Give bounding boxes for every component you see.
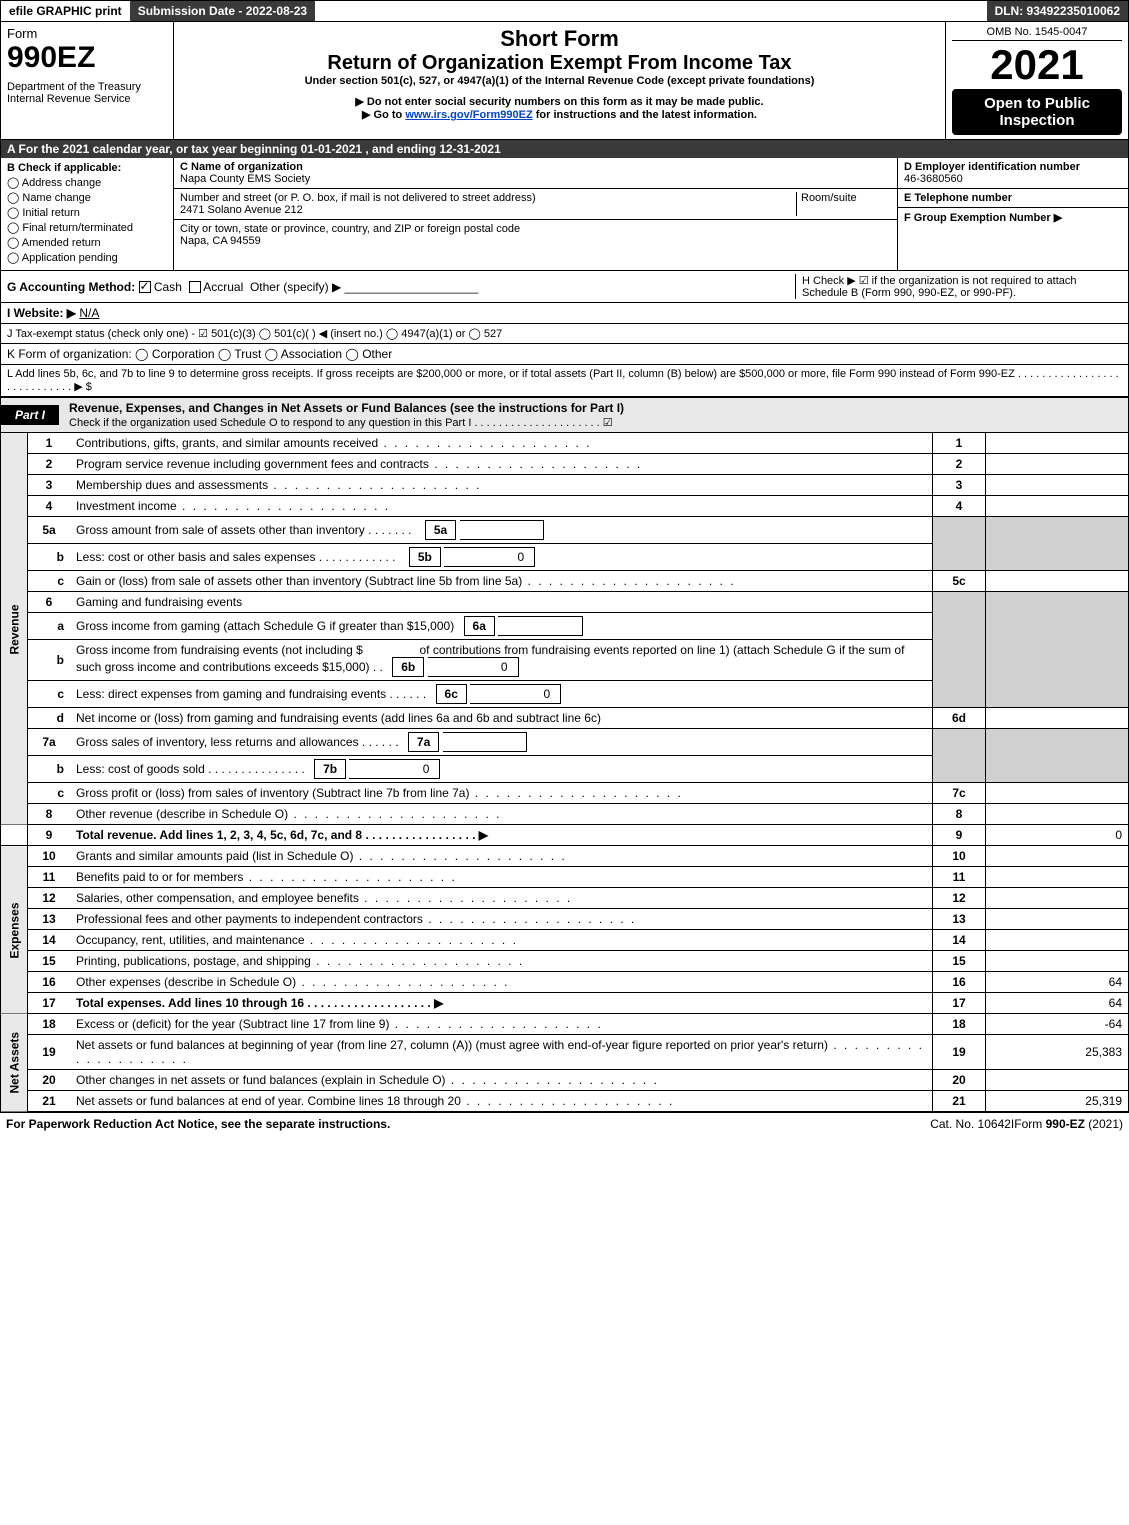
room-suite: Room/suite <box>796 192 891 216</box>
telephone-label: E Telephone number <box>904 192 1012 204</box>
row-l: L Add lines 5b, 6c, and 7b to line 9 to … <box>0 365 1129 397</box>
street-address: 2471 Solano Avenue 212 <box>180 204 303 216</box>
chk-accrual[interactable] <box>189 281 201 293</box>
netassets-table: Net Assets 18Excess or (deficit) for the… <box>0 1014 1129 1112</box>
top-bar: efile GRAPHIC print Submission Date - 20… <box>0 0 1129 22</box>
city-state-zip: Napa, CA 94559 <box>180 235 261 247</box>
footer: For Paperwork Reduction Act Notice, see … <box>0 1112 1129 1135</box>
under-section: Under section 501(c), 527, or 4947(a)(1)… <box>180 75 939 87</box>
chk-final-return[interactable]: ◯ Final return/terminated <box>7 221 167 234</box>
box-b: B Check if applicable: ◯ Address change … <box>1 158 174 270</box>
row-j: J Tax-exempt status (check only one) - ☑… <box>0 324 1129 344</box>
chk-cash[interactable] <box>139 281 151 293</box>
chk-initial-return[interactable]: ◯ Initial return <box>7 206 167 219</box>
val-19: 25,383 <box>986 1035 1129 1070</box>
row-g-h: G Accounting Method: Cash Accrual Other … <box>0 271 1129 303</box>
irs-label: Internal Revenue Service <box>7 93 167 105</box>
row-h: H Check ▶ ☑ if the organization is not r… <box>795 274 1122 299</box>
val-5b: 0 <box>444 547 535 567</box>
dept-label: Department of the Treasury <box>7 81 167 93</box>
val-6c: 0 <box>470 684 561 704</box>
paperwork-notice: For Paperwork Reduction Act Notice, see … <box>6 1117 930 1131</box>
form-header: Form 990EZ Department of the Treasury In… <box>0 22 1129 140</box>
chk-address-change[interactable]: ◯ Address change <box>7 176 167 189</box>
ein: 46-3680560 <box>904 173 963 185</box>
form-number: 990EZ <box>7 41 167 75</box>
chk-amended-return[interactable]: ◯ Amended return <box>7 236 167 249</box>
chk-name-change[interactable]: ◯ Name change <box>7 191 167 204</box>
dln: DLN: 93492235010062 <box>987 1 1128 21</box>
omb-number: OMB No. 1545-0047 <box>952 26 1122 41</box>
part1-header: Part I Revenue, Expenses, and Changes in… <box>0 397 1129 433</box>
val-16: 64 <box>986 972 1129 993</box>
section-a: A For the 2021 calendar year, or tax yea… <box>0 140 1129 158</box>
ssn-warning: ▶ Do not enter social security numbers o… <box>180 95 939 108</box>
info-grid: B Check if applicable: ◯ Address change … <box>0 158 1129 271</box>
irs-link[interactable]: www.irs.gov/Form990EZ <box>405 109 532 121</box>
row-i: I Website: ▶ N/A <box>0 303 1129 324</box>
val-21: 25,319 <box>986 1091 1129 1112</box>
revenue-label: Revenue <box>1 433 28 825</box>
expenses-label: Expenses <box>1 846 28 1014</box>
part1-check: Check if the organization used Schedule … <box>69 417 613 429</box>
open-inspection: Open to Public Inspection <box>952 89 1122 135</box>
efile-label[interactable]: efile GRAPHIC print <box>1 1 130 21</box>
box-d: D Employer identification number 46-3680… <box>898 158 1128 270</box>
chk-application-pending[interactable]: ◯ Application pending <box>7 251 167 264</box>
goto-line: ▶ Go to www.irs.gov/Form990EZ for instru… <box>180 108 939 121</box>
val-6b: 0 <box>428 657 519 677</box>
revenue-table: Revenue 1Contributions, gifts, grants, a… <box>0 433 1129 846</box>
submission-date: Submission Date - 2022-08-23 <box>130 1 315 21</box>
row-k: K Form of organization: ◯ Corporation ◯ … <box>0 344 1129 365</box>
val-17: 64 <box>986 993 1129 1014</box>
part1-tab: Part I <box>1 405 59 425</box>
website-value: N/A <box>79 306 99 320</box>
val-7b: 0 <box>349 759 440 779</box>
expenses-table: Expenses 10Grants and similar amounts pa… <box>0 846 1129 1014</box>
return-title: Return of Organization Exempt From Incom… <box>180 52 939 75</box>
form-word: Form <box>7 26 167 41</box>
val-9: 0 <box>986 825 1129 846</box>
val-18: -64 <box>986 1014 1129 1035</box>
form-ref: Form 990-EZ (2021) <box>1014 1117 1123 1131</box>
org-name: Napa County EMS Society <box>180 173 310 185</box>
box-c: C Name of organization Napa County EMS S… <box>174 158 898 270</box>
short-form-title: Short Form <box>180 26 939 52</box>
group-exemption-label: F Group Exemption Number ▶ <box>904 212 1062 224</box>
netassets-label: Net Assets <box>1 1014 28 1112</box>
tax-year: 2021 <box>952 41 1122 89</box>
cat-no: Cat. No. 10642I <box>930 1117 1014 1131</box>
